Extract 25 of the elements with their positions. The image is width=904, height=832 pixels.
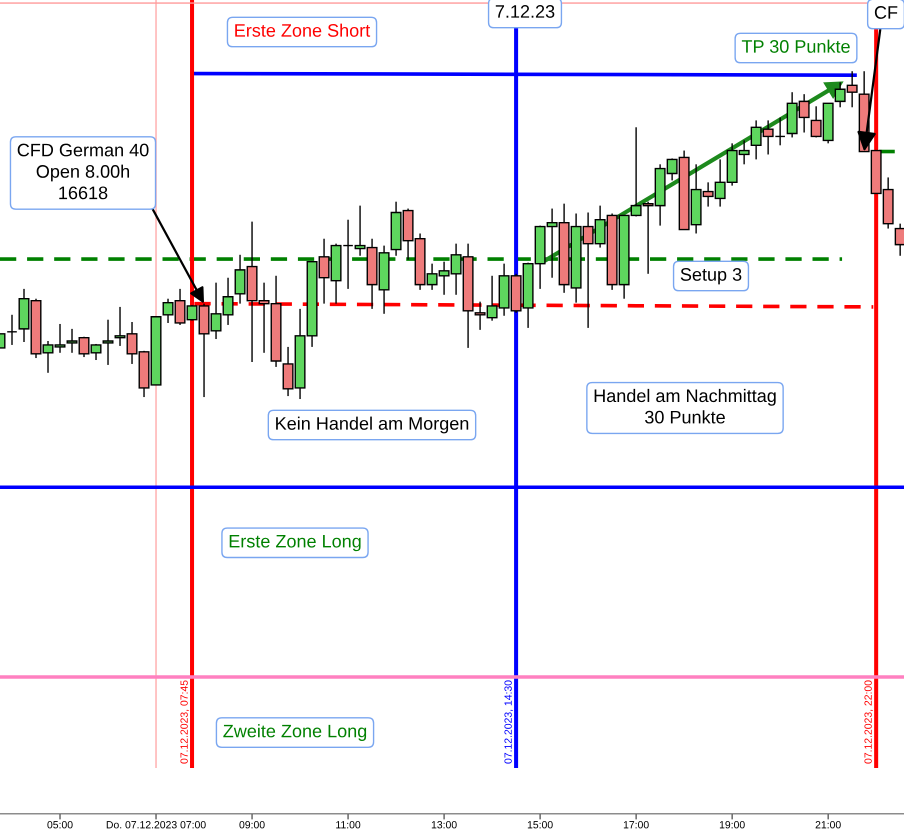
annotation: CF xyxy=(874,6,898,19)
text: 7.12.23 xyxy=(496,5,554,18)
x-tick-label: 19:00 xyxy=(720,821,745,828)
x-tick-label: Do. 07.12.2023 07:00 xyxy=(106,821,206,828)
candlestick xyxy=(774,116,786,146)
text: Kein Handel am Morgen xyxy=(276,416,468,434)
annotation: Handel am Nachmittag 30 Punkte xyxy=(594,388,776,424)
candlestick xyxy=(6,314,18,346)
text: 07.12.2023, 14:30 xyxy=(504,680,514,764)
x-tick-label: 11:00 xyxy=(336,821,360,828)
x-tick-label: 13:00 xyxy=(432,821,457,828)
annotation: CFD German 40 Open 8.00h 16618 xyxy=(18,144,149,200)
candlestick xyxy=(102,319,114,366)
x-tick-label: 05:00 xyxy=(47,821,73,828)
text: 07.12.2023, 07:45 xyxy=(180,680,190,764)
text: Erste Zone Short xyxy=(235,24,370,37)
text: TP 30 Punkte xyxy=(742,40,850,53)
x-tick-label: 15:00 xyxy=(528,821,553,828)
x-tick-label: 21:00 xyxy=(816,821,841,828)
x-tick-label: 09:00 xyxy=(239,821,265,828)
annotation: Setup 3 xyxy=(680,268,742,284)
text: 07.12.2023, 22:00 xyxy=(864,680,874,764)
x-tick-label: 17:00 xyxy=(624,821,649,828)
ref-line-label: Erste Zone Long xyxy=(230,535,361,552)
ref-line-label: Zweite Zone Long xyxy=(223,724,366,741)
